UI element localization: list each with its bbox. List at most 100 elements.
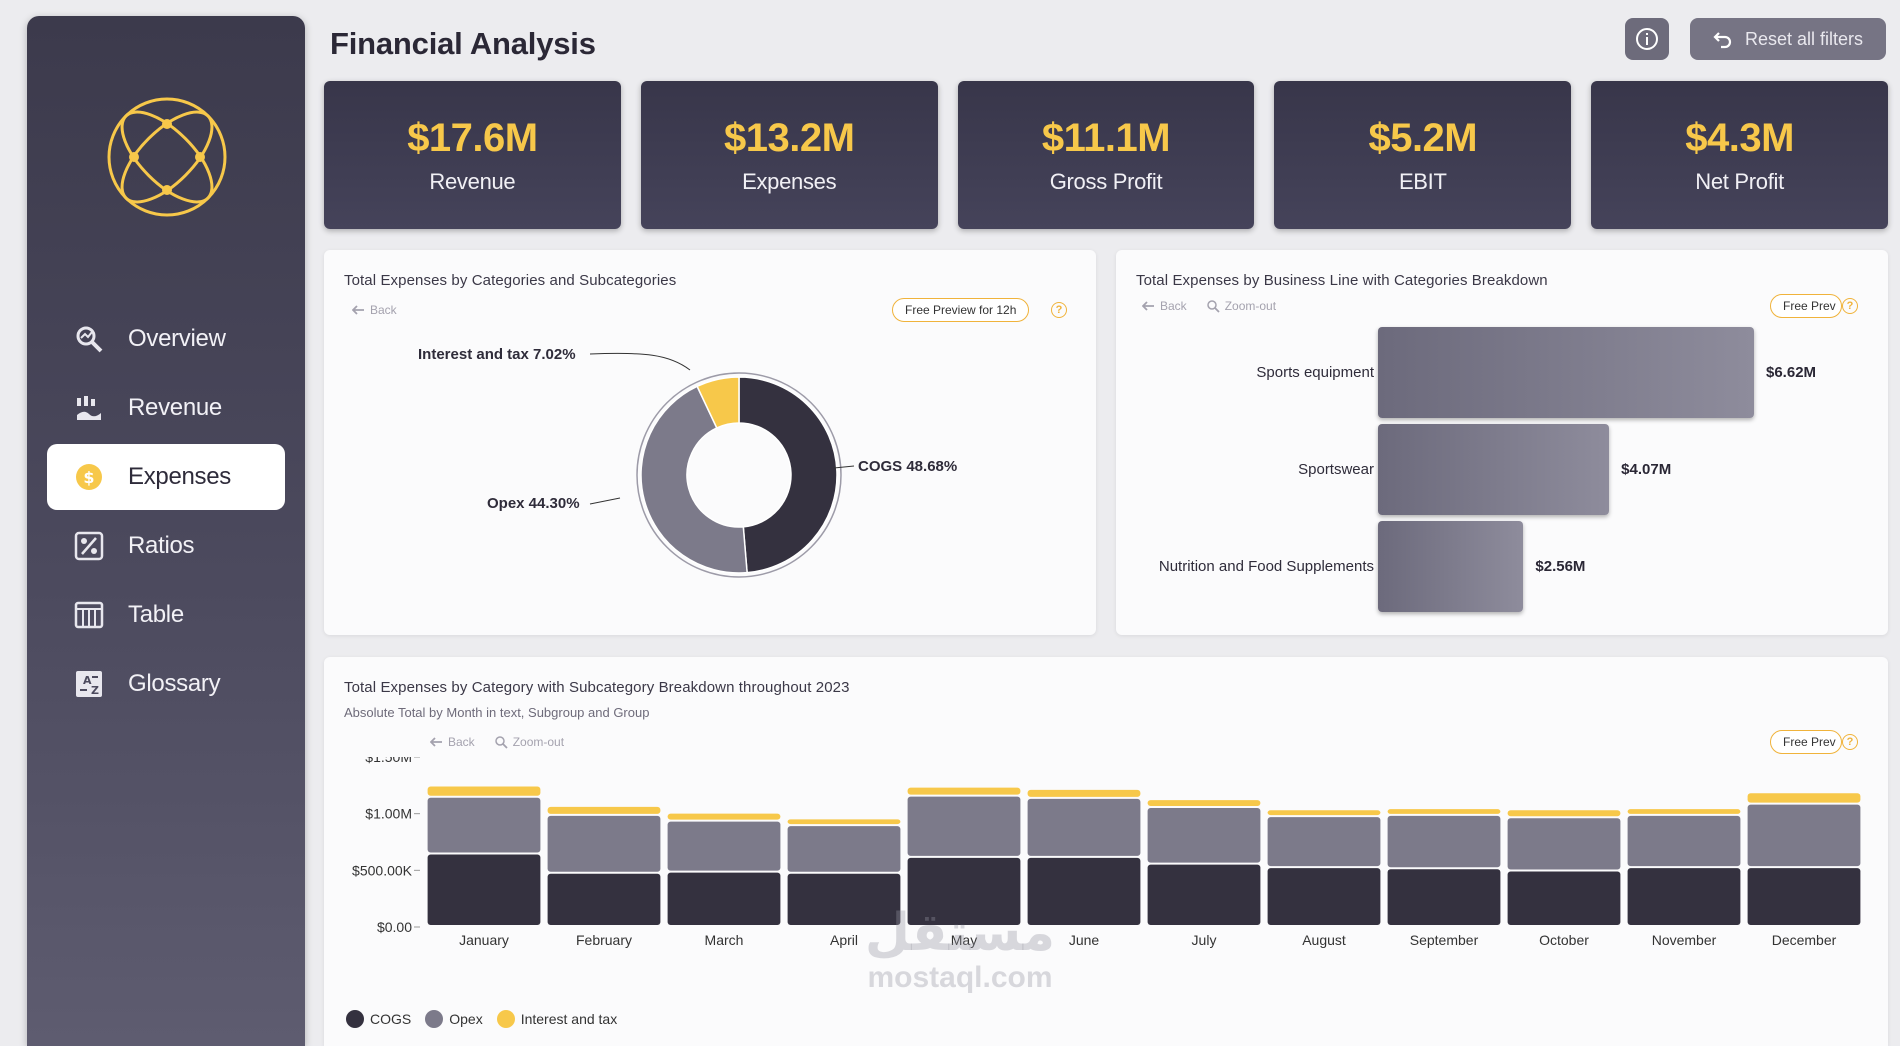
bar-july-opex[interactable] [1147,808,1261,863]
bar-february-opex[interactable] [547,815,661,872]
kpi-label: EBIT [1398,168,1447,194]
bar-march-cogs[interactable] [667,872,781,925]
kpi-card-revenue: $17.6M Revenue [324,81,621,229]
bar-july-interest-and-tax[interactable] [1147,800,1261,806]
kpi-label: Expenses [742,168,837,194]
legend-dot [346,1010,364,1028]
help-icon[interactable]: ? [1051,302,1067,318]
back-button[interactable]: Back [430,735,475,749]
kpi-card-gross-profit: $11.1M Gross Profit [957,81,1255,229]
bar-june-cogs[interactable] [1027,857,1141,925]
bar-january-opex[interactable] [427,797,541,853]
bar-december-opex[interactable] [1747,804,1861,867]
sidebar-item-table[interactable]: Table [47,582,285,648]
bar-march-opex[interactable] [667,821,781,871]
legend-item-opex[interactable]: Opex [425,1010,483,1028]
sidebar-item-ratios[interactable]: Ratios [47,513,285,579]
bar-september-opex[interactable] [1387,815,1501,868]
pill-label: Free Preview for 12h [905,303,1017,317]
x-tick-label: October [1539,932,1589,948]
bar-october-opex[interactable] [1507,818,1621,870]
drill-toolbar: Back Zoom-out [1142,299,1276,313]
bar-nutrition-and-food-supplements[interactable] [1378,521,1524,612]
sidebar-item-overview[interactable]: Overview [47,306,285,372]
legend-item-cogs[interactable]: COGS [346,1010,411,1028]
bar-january-interest-and-tax[interactable] [427,786,541,796]
help-icon[interactable]: ? [1842,298,1858,314]
back-button[interactable]: Back [352,303,397,317]
bar-july-cogs[interactable] [1147,864,1261,925]
drill-toolbar: Back Zoom-out [430,735,564,749]
donut-slice-cogs[interactable] [738,376,838,574]
bar-august-opex[interactable] [1267,817,1381,867]
bar-december-interest-and-tax[interactable] [1747,793,1861,803]
donut-outer-ring [636,372,842,578]
legend-item-interest[interactable]: Interest and tax [496,1010,617,1028]
card-title: Total Expenses by Categories and Subcate… [344,272,677,289]
bar-april-opex[interactable] [787,826,901,872]
donut-slice-opex[interactable] [640,385,748,574]
bar-march-interest-and-tax[interactable] [667,813,781,820]
help-icon[interactable]: ? [1842,734,1858,750]
bar-december-cogs[interactable] [1747,868,1861,925]
donut-slice-interest-and-tax[interactable] [696,376,740,429]
bar-september-interest-and-tax[interactable] [1387,809,1501,814]
reset-filters-button[interactable]: Reset all filters [1690,18,1886,60]
bar-april-interest-and-tax[interactable] [787,819,901,825]
svg-text:$: $ [83,468,94,487]
watermark: مستقل mostaql.com [864,903,1056,994]
bar-january-cogs[interactable] [427,854,541,925]
kpi-card-net-profit: $4.3M Net Profit [1591,81,1888,229]
kpi-card-expenses: $13.2M Expenses [640,81,938,229]
revenue-icon [72,391,106,425]
legend-dot [425,1010,444,1028]
zoom-out-icon [494,735,508,749]
free-preview-pill[interactable]: Free Prev [1770,294,1842,318]
back-label: Back [370,303,397,317]
bar-sports-equipment[interactable] [1378,327,1754,418]
back-arrow-icon [430,736,442,747]
zoom-out-button[interactable]: Zoom-out [494,735,564,749]
bar-june-opex[interactable] [1027,798,1141,856]
bar-november-cogs[interactable] [1627,868,1741,925]
zoom-out-button[interactable]: Zoom-out [1206,299,1276,313]
sidebar-item-label: Glossary [128,670,221,697]
bar-value-label: $6.62M [1766,363,1817,381]
x-tick-label: August [1302,932,1346,948]
bar-april-cogs[interactable] [787,873,901,925]
bar-november-opex[interactable] [1627,815,1741,867]
bar-august-cogs[interactable] [1267,868,1381,925]
bar-november-interest-and-tax[interactable] [1627,809,1741,814]
bar-september-cogs[interactable] [1387,869,1501,925]
bar-october-interest-and-tax[interactable] [1507,810,1621,817]
expenses-icon: $ [72,460,106,494]
bar-value-label: $2.56M [1535,557,1586,575]
free-preview-pill[interactable]: Free Preview for 12h [892,298,1030,322]
kpi-value: $4.3M [1685,115,1794,160]
bar-may-interest-and-tax[interactable] [907,787,1021,795]
monthly-stacked-bar-chart: $0.00 $500.00K $1.00M $1.50M January February… [352,757,1861,948]
free-preview-pill[interactable]: Free Prev [1770,730,1842,754]
bar-february-interest-and-tax[interactable] [547,806,661,814]
x-tick-label: June [1069,932,1100,948]
kpi-card-ebit: $5.2M EBIT [1274,81,1572,229]
x-tick-label: September [1410,932,1479,948]
back-arrow-icon [1142,300,1154,311]
bar-august-interest-and-tax[interactable] [1267,810,1381,816]
sidebar-item-expenses[interactable]: $ Expenses [47,444,285,510]
info-button[interactable] [1625,18,1669,60]
bar-february-cogs[interactable] [547,873,661,925]
y-tick-label: $1.50M [365,757,412,765]
bar-may-opex[interactable] [907,796,1021,856]
bar-category-label: Nutrition and Food Supplements [1158,557,1374,575]
back-button[interactable]: Back [1142,299,1187,313]
bar-october-cogs[interactable] [1507,871,1621,925]
card-subtitle: Absolute Total by Month in text, Subgrou… [344,705,650,720]
bar-june-interest-and-tax[interactable] [1027,789,1141,797]
bar-category-label: Sportswear [1298,460,1374,478]
bar-sportswear[interactable] [1378,424,1610,515]
sidebar-item-revenue[interactable]: Revenue [47,375,285,441]
bar-may-cogs[interactable] [907,857,1021,925]
